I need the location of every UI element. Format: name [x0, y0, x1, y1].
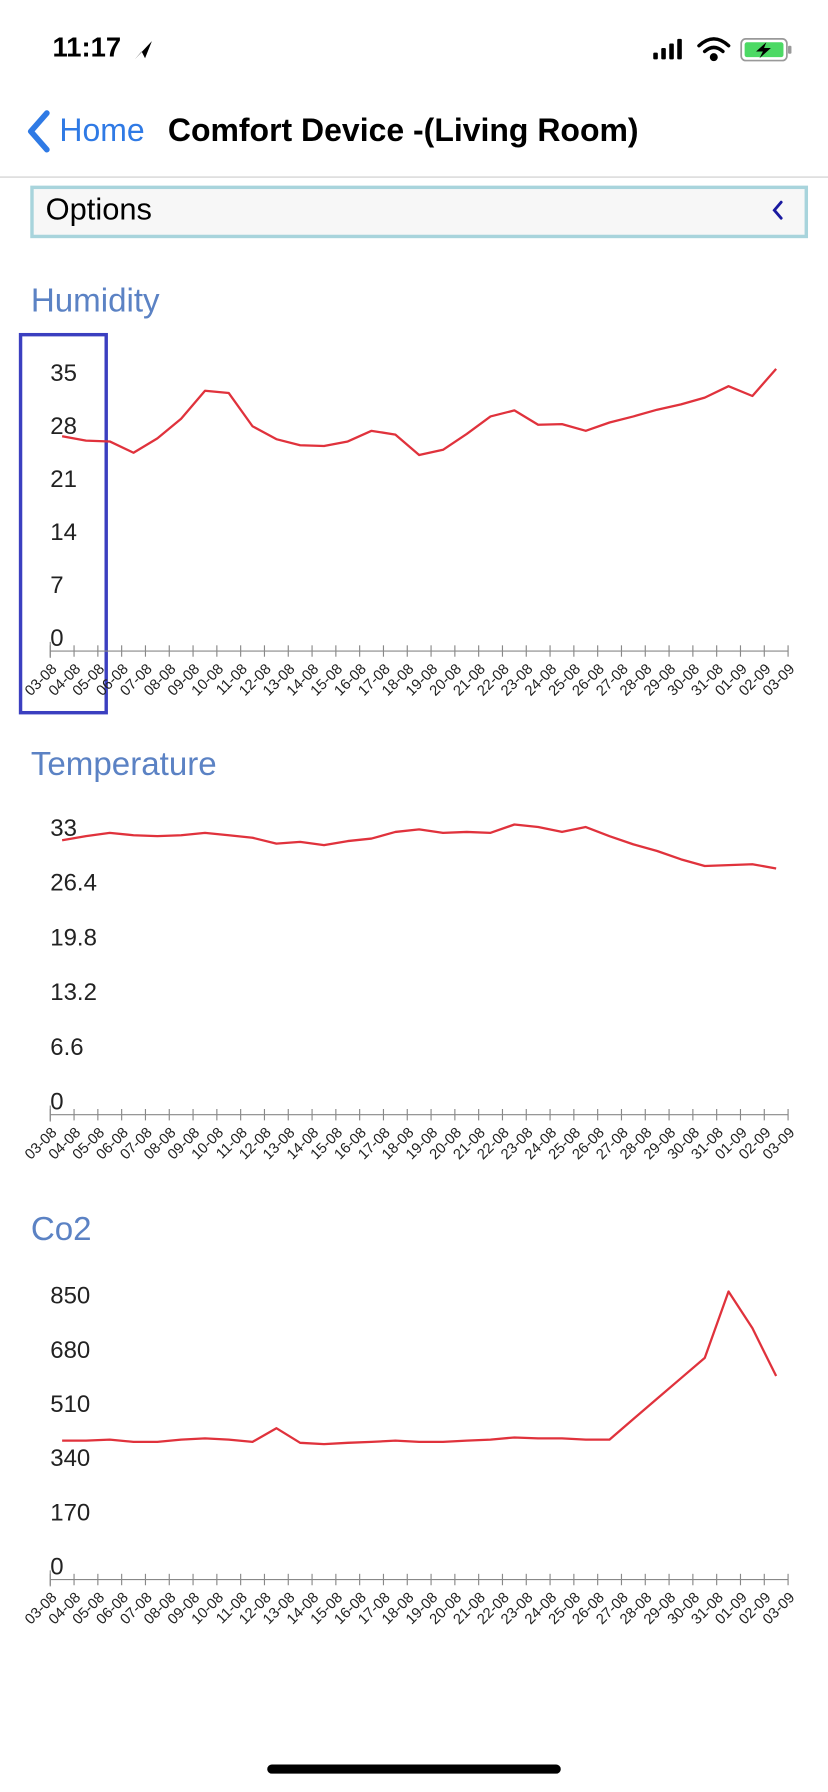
y-tick-label: 170 [50, 1499, 90, 1526]
chart-title: Temperature [31, 746, 217, 783]
data-line [61, 368, 778, 457]
battery-icon [740, 38, 792, 62]
y-tick-label: 14 [50, 519, 77, 546]
chart-title: Humidity [31, 282, 160, 319]
y-tick-label: 6.6 [50, 1034, 83, 1061]
chart: Co2017034051068085003-0804-0805-0806-080… [22, 1211, 798, 1628]
y-tick-label: 35 [50, 360, 77, 387]
chart-title: Co2 [31, 1211, 92, 1248]
y-tick-label: 510 [50, 1391, 90, 1418]
status-time: 11:17 [53, 31, 122, 62]
y-tick-label: 340 [50, 1445, 90, 1472]
y-tick-label: 0 [50, 1553, 63, 1580]
location-icon [134, 41, 152, 60]
data-line [62, 1290, 778, 1446]
y-tick-label: 0 [50, 625, 63, 652]
highlight-box [18, 332, 108, 715]
y-tick-label: 0 [50, 1089, 63, 1116]
y-tick-label: 680 [50, 1337, 90, 1364]
options-label[interactable]: Options [46, 191, 152, 226]
y-tick-label: 21 [50, 466, 77, 493]
data-line [61, 823, 777, 870]
chart: Temperature06.613.219.826.43303-0804-080… [22, 746, 798, 1163]
options-bar[interactable] [30, 185, 809, 239]
y-tick-label: 7 [50, 572, 63, 599]
y-tick-label: 850 [50, 1283, 90, 1310]
y-tick-label: 26.4 [50, 870, 97, 897]
y-tick-label: 19.8 [50, 924, 97, 951]
options-chevron[interactable] [772, 200, 783, 220]
nav-title: Comfort Device -(Living Room) [168, 112, 639, 148]
signal-icon [653, 38, 682, 60]
wifi-icon [697, 37, 731, 62]
chart: Humidity071421283503-0804-0805-0806-0807… [22, 282, 798, 699]
home-indicator [267, 1764, 561, 1774]
back-button[interactable]: Home [59, 112, 144, 148]
y-tick-label: 13.2 [50, 979, 97, 1006]
back-chevron[interactable] [27, 110, 50, 153]
